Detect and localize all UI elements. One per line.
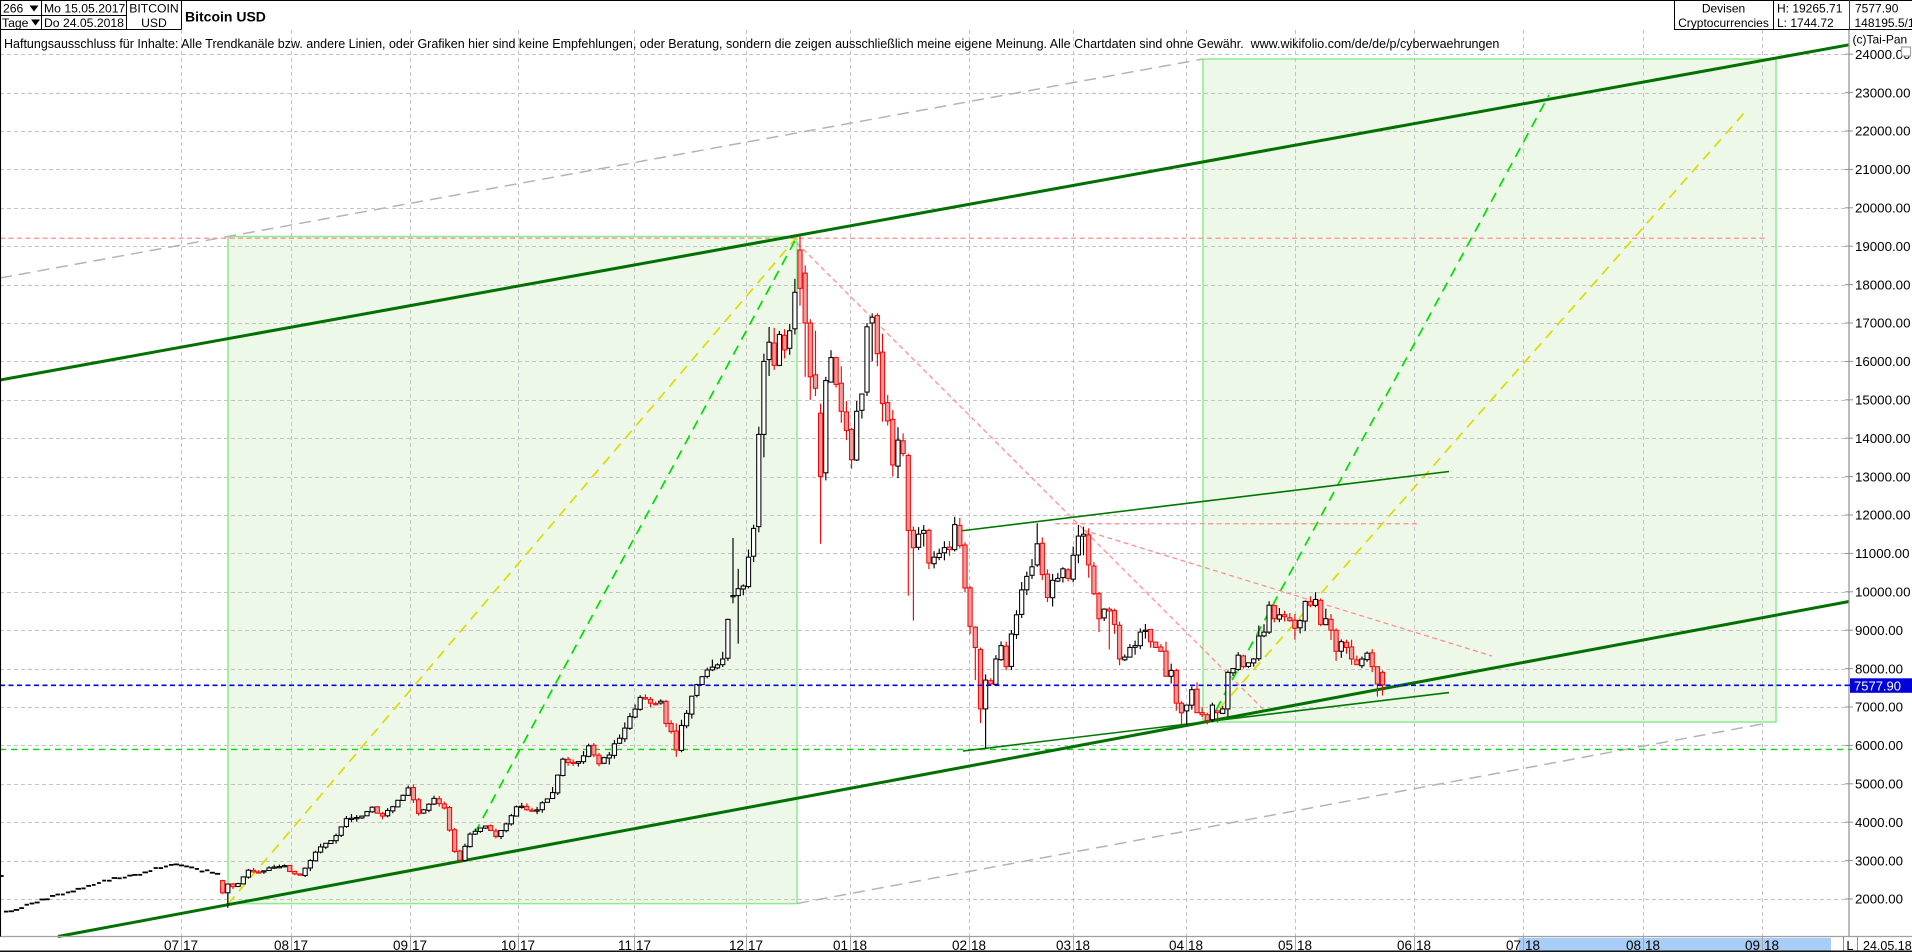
svg-text:06: 06 xyxy=(1397,938,1412,952)
svg-text:18: 18 xyxy=(1764,938,1779,952)
svg-text:17000.00: 17000.00 xyxy=(1855,316,1910,331)
svg-text:L: 1744.72: L: 1744.72 xyxy=(1777,16,1834,30)
svg-text:18000.00: 18000.00 xyxy=(1855,277,1910,292)
svg-text:10000.00: 10000.00 xyxy=(1855,585,1910,600)
svg-text:05: 05 xyxy=(1278,938,1293,952)
svg-text:18: 18 xyxy=(1297,938,1312,952)
svg-text:19000.00: 19000.00 xyxy=(1855,239,1910,254)
svg-text:Tage: Tage xyxy=(2,16,29,30)
svg-text:21000.00: 21000.00 xyxy=(1855,162,1910,177)
svg-text:15000.00: 15000.00 xyxy=(1855,393,1910,408)
svg-text:18: 18 xyxy=(1525,938,1540,952)
svg-text:17: 17 xyxy=(183,938,198,952)
svg-text:13000.00: 13000.00 xyxy=(1855,469,1910,484)
svg-text:Bitcoin USD: Bitcoin USD xyxy=(185,9,266,25)
svg-text:Cryptocurrencies: Cryptocurrencies xyxy=(1678,16,1769,30)
svg-text:08: 08 xyxy=(1626,938,1641,952)
svg-text:24.05.18: 24.05.18 xyxy=(1863,939,1912,952)
svg-text:4000.00: 4000.00 xyxy=(1855,815,1903,830)
svg-text:7000.00: 7000.00 xyxy=(1855,700,1903,715)
svg-text:17: 17 xyxy=(412,938,427,952)
svg-text:16000.00: 16000.00 xyxy=(1855,354,1910,369)
svg-text:Mo 15.05.2017: Mo 15.05.2017 xyxy=(44,2,126,16)
svg-text:7577.90: 7577.90 xyxy=(1854,679,1901,694)
svg-text:22000.00: 22000.00 xyxy=(1855,124,1910,139)
svg-text:18: 18 xyxy=(852,938,867,952)
svg-text:18: 18 xyxy=(1188,938,1203,952)
svg-text:Haftungsausschluss für Inhalte: Haftungsausschluss für Inhalte: Alle Tre… xyxy=(4,37,1499,51)
svg-text:11: 11 xyxy=(618,938,632,952)
svg-text:23000.00: 23000.00 xyxy=(1855,85,1910,100)
svg-text:08: 08 xyxy=(274,938,289,952)
svg-text:17: 17 xyxy=(293,938,308,952)
svg-text:266: 266 xyxy=(3,2,24,16)
svg-text:18: 18 xyxy=(1416,938,1431,952)
svg-text:(c)Tai-Pan: (c)Tai-Pan xyxy=(1853,33,1908,47)
svg-text:04: 04 xyxy=(1169,938,1185,952)
svg-text:Devisen: Devisen xyxy=(1702,2,1745,16)
svg-text:09: 09 xyxy=(1745,938,1760,952)
svg-text:18: 18 xyxy=(971,938,986,952)
svg-text:Do 24.05.2018: Do 24.05.2018 xyxy=(44,16,124,30)
svg-text:09: 09 xyxy=(393,938,408,952)
svg-text:BITCOIN: BITCOIN xyxy=(129,2,178,16)
svg-text:03: 03 xyxy=(1056,938,1071,952)
svg-text:148195.5/1: 148195.5/1 xyxy=(1855,16,1912,30)
svg-text:5000.00: 5000.00 xyxy=(1855,777,1903,792)
svg-text:17: 17 xyxy=(748,938,763,952)
svg-text:20000.00: 20000.00 xyxy=(1855,201,1910,216)
svg-text:14000.00: 14000.00 xyxy=(1855,431,1910,446)
svg-text:L: L xyxy=(1846,938,1853,952)
svg-text:02: 02 xyxy=(952,938,967,952)
svg-text:18: 18 xyxy=(1075,938,1090,952)
svg-text:17: 17 xyxy=(520,938,535,952)
svg-text:01: 01 xyxy=(833,938,848,952)
svg-text:USD: USD xyxy=(141,16,167,30)
svg-text:11000.00: 11000.00 xyxy=(1855,546,1909,561)
svg-text:10: 10 xyxy=(501,938,516,952)
svg-text:24000.00: 24000.00 xyxy=(1855,47,1910,62)
svg-text:7577.90: 7577.90 xyxy=(1855,2,1899,16)
svg-text:8000.00: 8000.00 xyxy=(1855,661,1903,676)
svg-text:07: 07 xyxy=(164,938,179,952)
svg-text:3000.00: 3000.00 xyxy=(1855,853,1903,868)
svg-text:12000.00: 12000.00 xyxy=(1855,508,1910,523)
svg-text:12: 12 xyxy=(729,938,744,952)
svg-text:9000.00: 9000.00 xyxy=(1855,623,1903,638)
svg-text:2000.00: 2000.00 xyxy=(1855,892,1903,907)
svg-text:17: 17 xyxy=(636,938,651,952)
svg-text:H: 19265.71: H: 19265.71 xyxy=(1777,2,1843,16)
svg-text:18: 18 xyxy=(1645,938,1660,952)
svg-text:6000.00: 6000.00 xyxy=(1855,738,1903,753)
svg-text:07: 07 xyxy=(1506,938,1521,952)
